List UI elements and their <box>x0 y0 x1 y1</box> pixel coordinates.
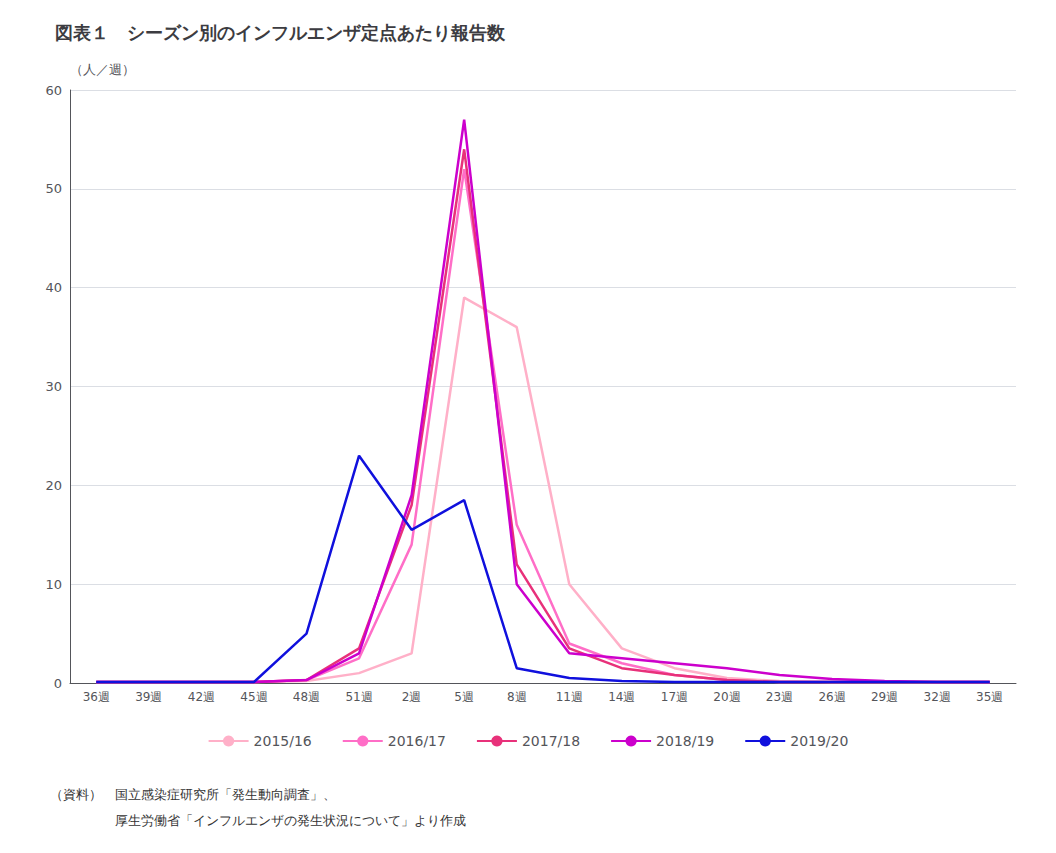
svg-text:図表１ シーズン別のインフルエンザ定点あたり報告数: 図表１ シーズン別のインフルエンザ定点あたり報告数 <box>55 22 506 43</box>
svg-text:17週: 17週 <box>661 690 688 704</box>
svg-text:厚生労働省「インフルエンザの発生状況について」より作成: 厚生労働省「インフルエンザの発生状況について」より作成 <box>50 813 466 828</box>
svg-text:14週: 14週 <box>608 690 635 704</box>
svg-text:8週: 8週 <box>507 690 527 704</box>
svg-text:48週: 48週 <box>293 690 320 704</box>
svg-text:2018/19: 2018/19 <box>656 733 714 749</box>
svg-text:5週: 5週 <box>454 690 474 704</box>
svg-text:0: 0 <box>54 676 62 691</box>
svg-text:20: 20 <box>45 478 62 493</box>
svg-text:2016/17: 2016/17 <box>388 733 446 749</box>
svg-text:10: 10 <box>45 577 62 592</box>
svg-text:60: 60 <box>45 83 62 98</box>
svg-text:2週: 2週 <box>402 690 422 704</box>
svg-text:20週: 20週 <box>713 690 740 704</box>
svg-text:50: 50 <box>45 181 62 196</box>
svg-text:11週: 11週 <box>556 690 583 704</box>
svg-text:40: 40 <box>45 280 62 295</box>
svg-text:35週: 35週 <box>976 690 1003 704</box>
svg-text:42週: 42週 <box>188 690 215 704</box>
svg-text:32週: 32週 <box>924 690 951 704</box>
svg-text:2019/20: 2019/20 <box>790 733 848 749</box>
svg-text:39週: 39週 <box>135 690 162 704</box>
svg-text:（人／週）: （人／週） <box>70 62 135 77</box>
svg-text:（資料） 国立感染症研究所「発生動向調査」、: （資料） 国立感染症研究所「発生動向調査」、 <box>50 787 336 802</box>
svg-text:36週: 36週 <box>83 690 110 704</box>
svg-text:45週: 45週 <box>240 690 267 704</box>
svg-text:2017/18: 2017/18 <box>522 733 580 749</box>
svg-text:2015/16: 2015/16 <box>254 733 312 749</box>
svg-text:51週: 51週 <box>345 690 372 704</box>
svg-text:29週: 29週 <box>871 690 898 704</box>
svg-text:26週: 26週 <box>818 690 845 704</box>
svg-text:30: 30 <box>45 379 62 394</box>
svg-text:23週: 23週 <box>766 690 793 704</box>
